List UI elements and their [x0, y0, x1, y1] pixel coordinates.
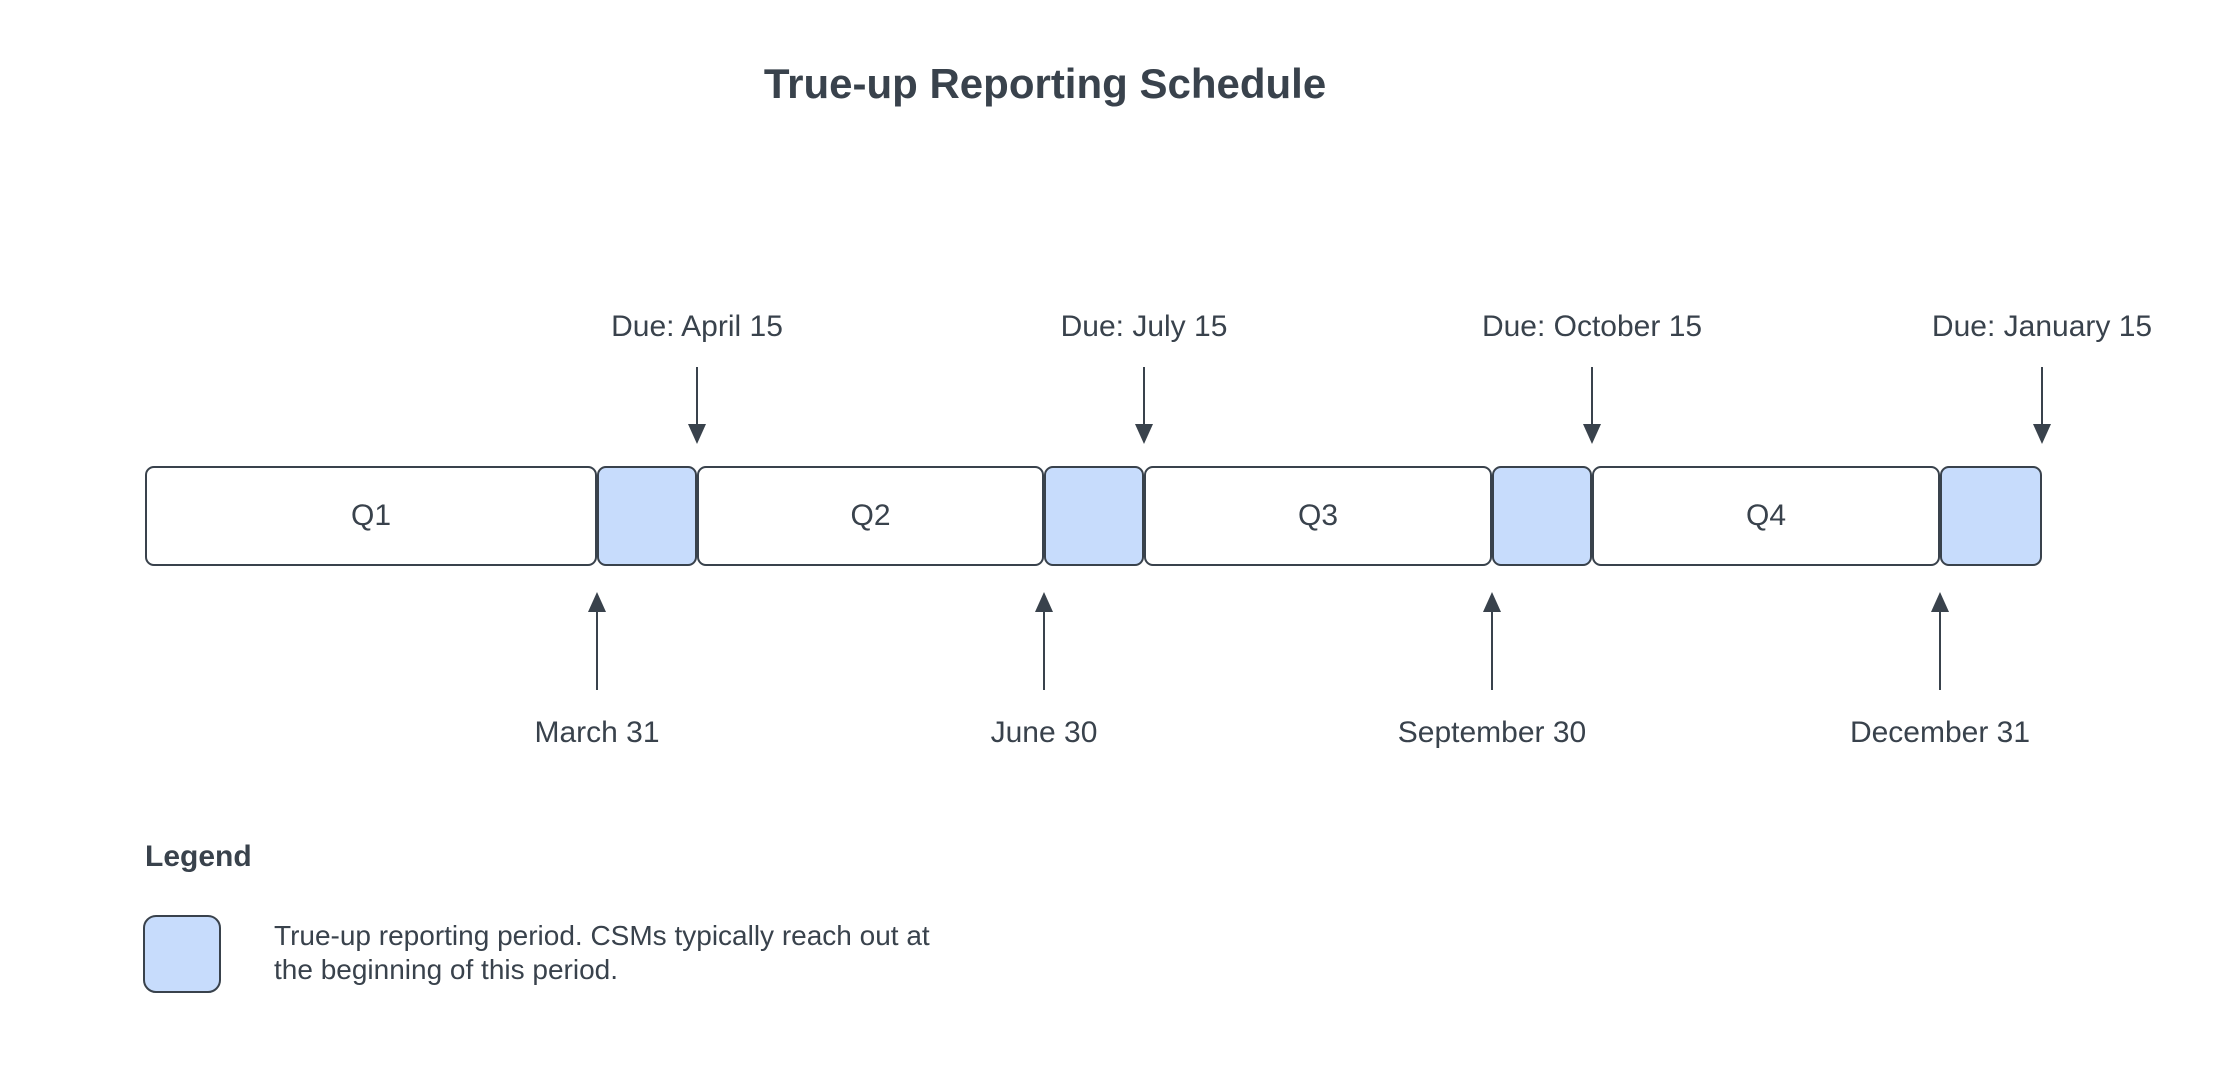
- quarter-end-label-q2: June 30: [990, 716, 1098, 749]
- due-date-label-q2: Due: July 15: [1060, 310, 1228, 343]
- true-up-period-box: [1492, 466, 1592, 566]
- quarter-box-q1: Q1: [145, 466, 597, 566]
- arrow-down-icon: [1135, 367, 1153, 444]
- legend-true-up-swatch: [143, 915, 221, 993]
- arrow-down-icon: [2033, 367, 2051, 444]
- quarter-end-label-q3: September 30: [1397, 716, 1587, 749]
- diagram-title: True-up Reporting Schedule: [763, 60, 1327, 107]
- quarter-box-q3: Q3: [1144, 466, 1492, 566]
- arrow-up-icon: [1931, 592, 1949, 690]
- arrow-down-icon: [688, 367, 706, 444]
- true-up-period-box: [597, 466, 697, 566]
- true-up-period-box: [1044, 466, 1144, 566]
- quarter-label: Q2: [850, 499, 891, 532]
- quarter-box-q4: Q4: [1592, 466, 1940, 566]
- quarter-label: Q1: [350, 499, 392, 532]
- quarter-label: Q3: [1297, 499, 1339, 532]
- quarter-end-label-q4: December 31: [1849, 716, 2031, 749]
- quarter-end-label-q1: March 31: [534, 716, 660, 749]
- quarter-label: Q4: [1745, 499, 1787, 532]
- legend-heading: Legend: [145, 840, 252, 873]
- true-up-period-box: [1940, 466, 2042, 566]
- quarter-box-q2: Q2: [697, 466, 1044, 566]
- arrow-up-icon: [588, 592, 606, 690]
- legend-description: True-up reporting period. CSMs typically…: [274, 920, 930, 985]
- arrow-down-icon: [1583, 367, 1601, 444]
- due-date-label-q4: Due: January 15: [1931, 310, 2153, 343]
- due-date-label-q1: Due: April 15: [611, 310, 783, 343]
- arrow-up-icon: [1035, 592, 1053, 690]
- due-date-label-q3: Due: October 15: [1481, 310, 1703, 343]
- arrow-up-icon: [1483, 592, 1501, 690]
